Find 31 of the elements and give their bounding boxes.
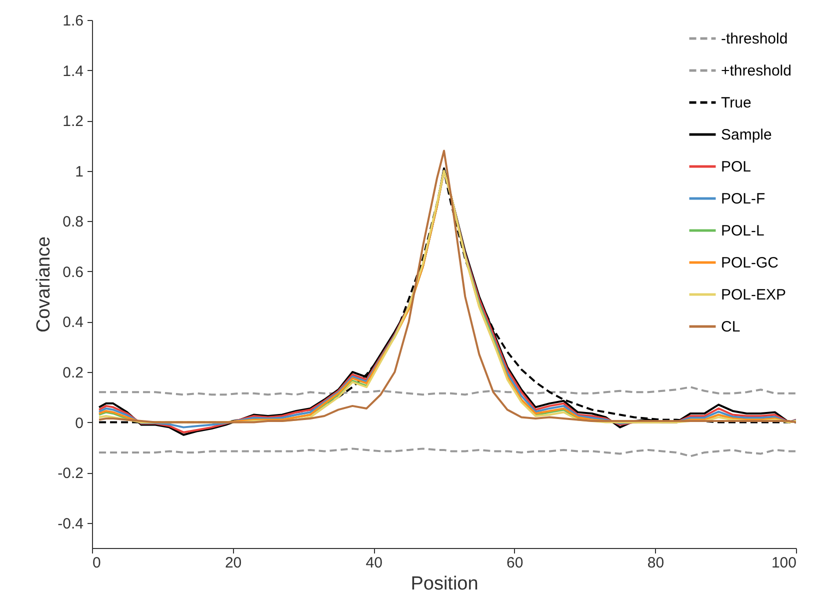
legend-label: POL-L <box>721 222 764 240</box>
x-tick-label: 20 <box>224 554 242 572</box>
y-tick-label: 1.4 <box>62 62 84 80</box>
x-tick-label: 80 <box>647 554 664 572</box>
legend-label: +threshold <box>721 62 792 80</box>
legend-label: True <box>721 94 752 112</box>
y-tick-label: 1 <box>75 163 84 180</box>
y-tick-label: 0.6 <box>62 264 84 281</box>
y-tick-label: 1.6 <box>62 12 84 30</box>
y-tick-label: 1.2 <box>62 113 84 130</box>
legend-label: POL-EXP <box>721 286 786 304</box>
x-tick-label: 60 <box>506 554 524 572</box>
line-series <box>98 448 796 458</box>
legend-label: CL <box>721 318 740 336</box>
y-tick-label: 0.2 <box>62 364 84 382</box>
x-tick-label: 0 <box>92 554 101 572</box>
legend-label: POL <box>721 158 752 176</box>
y-tick-label: 0.8 <box>62 214 84 231</box>
y-tick-label: 0.4 <box>62 314 84 332</box>
y-tick-label: -0.4 <box>58 515 84 532</box>
x-tick-label: 100 <box>771 554 796 572</box>
legend-label: -threshold <box>721 30 788 48</box>
line-series <box>98 386 796 396</box>
legend-label: POL-GC <box>721 254 779 272</box>
y-axis-title: Covariance <box>34 236 55 333</box>
legend-label: POL-F <box>721 190 766 208</box>
y-tick-label: -0.2 <box>58 465 84 482</box>
legend-label: Sample <box>721 126 772 144</box>
y-tick-label: 0 <box>75 414 84 432</box>
x-tick-label: 40 <box>366 554 382 572</box>
x-axis-title: Position <box>410 574 478 594</box>
